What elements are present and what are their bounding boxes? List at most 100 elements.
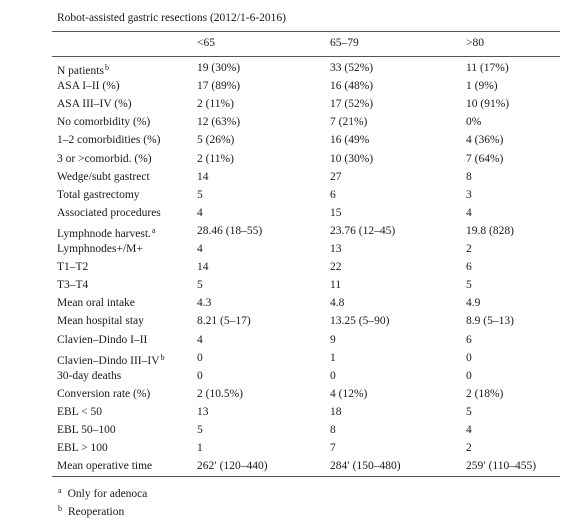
- table-row: T3–T4 5 11 5: [0, 278, 588, 292]
- table-row: EBL > 100 1 7 2: [0, 441, 588, 455]
- table-cell: 4: [197, 206, 203, 219]
- row-label: Total gastrectomy: [57, 188, 140, 202]
- table-cell: 13: [197, 405, 209, 418]
- table-cell: 17 (52%): [330, 98, 374, 111]
- table-cell: 10 (30%): [330, 152, 374, 165]
- row-label-text: Associated procedures: [57, 206, 161, 219]
- row-label: EBL > 100: [57, 441, 108, 455]
- table-cell: 5: [197, 188, 203, 201]
- row-label: Lymphnode harvest.a: [57, 224, 155, 241]
- row-label-text: Total gastrectomy: [57, 188, 140, 201]
- table-row: Lymphnode harvest.a 28.46 (18–55) 23.76 (1…: [0, 224, 588, 241]
- table-row: Total gastrectomy 5 6 3: [0, 188, 588, 202]
- row-label: Clavien–Dindo I–II: [57, 333, 147, 347]
- table-row: 3 or >comorbid. (%) 2 (11%) 10 (30%) 7 (64%…: [0, 152, 588, 166]
- footnote-mark: b: [58, 504, 62, 513]
- footnote-mark: a: [58, 486, 62, 495]
- table-cell: 284′ (150–480): [330, 460, 401, 473]
- footnote: a Only for adenoca: [57, 484, 147, 501]
- table-row: Lymphnodes+/M+ 4 13 2: [0, 242, 588, 256]
- row-label-text: 3 or >comorbid. (%): [57, 152, 152, 165]
- table-cell: 16 (48%): [330, 80, 374, 93]
- table-cell: 33 (52%): [330, 62, 374, 74]
- row-label-text: Clavien–Dindo I–II: [57, 333, 148, 346]
- table-row: ASA I–II (%) 17 (89%) 16 (48%) 1 (9%): [0, 79, 588, 93]
- table-cell: 10 (91%): [466, 98, 510, 111]
- table-cell: 8: [330, 424, 336, 436]
- table-cell: 5: [466, 279, 472, 292]
- table-cell: 23.76 (12–45): [330, 224, 396, 237]
- row-label-text: EBL > 100: [57, 442, 108, 455]
- table-row: ASA III–IV (%) 2 (11%) 17 (52%) 10 (91%): [0, 97, 588, 111]
- table-cell: 5: [197, 424, 203, 436]
- row-label: N patientsb: [57, 61, 109, 78]
- table-cell: 7 (21%): [330, 116, 368, 129]
- row-label: 30-day deaths: [57, 369, 121, 383]
- table-cell: 2 (18%): [466, 387, 504, 400]
- table-cell: 4: [466, 424, 472, 436]
- table-cell: 28.46 (18–55): [197, 224, 263, 237]
- table-row: Wedge/subt gastrect 14 27 8: [0, 170, 588, 184]
- table-cell: 1: [197, 442, 203, 455]
- column-header: <65: [197, 37, 215, 49]
- table-cell: 2: [466, 243, 472, 255]
- table-row: Mean hospital stay 8.21 (5–17) 13.25 (5–90…: [0, 314, 588, 328]
- footnote-marker: b: [160, 352, 165, 362]
- column-header: >80: [466, 37, 484, 49]
- row-label: Mean operative time: [57, 459, 152, 473]
- row-label-text: Mean operative time: [57, 460, 153, 473]
- table-cell: 3: [466, 188, 472, 201]
- table-cell: 0: [330, 369, 336, 382]
- table-row: 30-day deaths 0 0 0: [0, 369, 588, 383]
- table-cell: 2: [466, 442, 472, 455]
- table-row: EBL < 50 13 18 5: [0, 405, 588, 419]
- row-label: Mean oral intake: [57, 296, 135, 310]
- table-cell: 7: [330, 442, 336, 455]
- row-label: No comorbidity (%): [57, 115, 150, 129]
- table-cell: 4: [197, 243, 203, 255]
- table-cell: 4.9: [466, 297, 481, 310]
- table-cell: 27: [330, 170, 342, 183]
- header-rule: [52, 56, 560, 57]
- footnote-text: Only for adenoca: [67, 488, 148, 500]
- table-title: Robot-assisted gastric resections (2012/…: [57, 12, 286, 24]
- table-cell: 9: [330, 333, 336, 346]
- top-rule: [52, 31, 560, 32]
- row-label: 3 or >comorbid. (%): [57, 152, 152, 166]
- table-cell: 0: [197, 351, 203, 364]
- row-label-text: Conversion rate (%): [57, 387, 151, 400]
- table-row: Clavien–Dindo I–II 4 9 6: [0, 333, 588, 347]
- table-cell: 4: [466, 206, 472, 219]
- table-cell: 2 (11%): [197, 152, 234, 165]
- table-cell: 262′ (120–440): [197, 460, 268, 473]
- row-label-text: Lymphnode harvest.: [57, 227, 151, 240]
- row-label-text: Lymphnodes+/M+: [57, 243, 143, 255]
- row-label-text: 30-day deaths: [57, 369, 122, 382]
- table-cell: 5 (26%): [197, 134, 235, 147]
- row-label: Conversion rate (%): [57, 387, 150, 401]
- row-label: Mean hospital stay: [57, 314, 144, 328]
- table-cell: 0: [197, 369, 203, 382]
- table-cell: 4: [197, 333, 203, 346]
- table-cell: 17 (89%): [197, 80, 241, 93]
- table-cell: 0: [466, 351, 472, 364]
- table-cell: 5: [466, 405, 472, 418]
- table-cell: 19.8 (828): [466, 224, 514, 237]
- table-cell: 14: [197, 261, 209, 274]
- table-cell: 2 (11%): [197, 98, 234, 111]
- table-cell: 8.21 (5–17): [197, 315, 251, 328]
- table-row: Mean oral intake 4.3 4.8 4.9: [0, 296, 588, 310]
- table-row: Associated procedures 4 15 4: [0, 206, 588, 220]
- table-row: Conversion rate (%) 2 (10.5%) 4 (12%) 2 (18…: [0, 387, 588, 401]
- table-row: 1–2 comorbidities (%) 5 (26%) 16 (49% 4 (36…: [0, 133, 588, 147]
- row-label: ASA III–IV (%): [57, 97, 132, 111]
- row-label-text: Clavien–Dindo III–IV: [57, 354, 160, 367]
- footnote-marker: b: [104, 63, 109, 72]
- table-row: No comorbidity (%) 12 (63%) 7 (21%) 0%: [0, 115, 588, 129]
- row-label-text: EBL 50–100: [57, 424, 116, 436]
- table-cell: 4 (36%): [466, 134, 504, 147]
- table-cell: 0: [466, 369, 472, 382]
- footnote-text: Reoperation: [68, 506, 125, 518]
- table-row: Mean operative time 262′ (120–440) 284′ (1…: [0, 459, 588, 473]
